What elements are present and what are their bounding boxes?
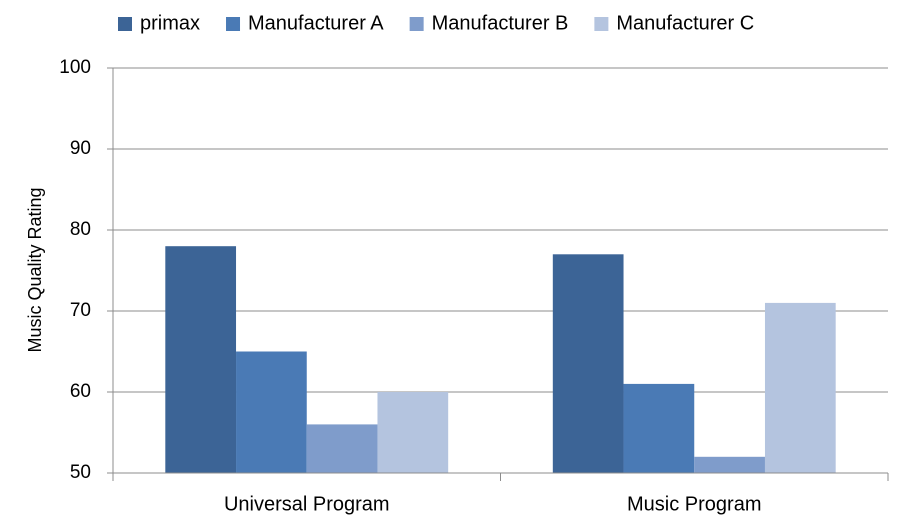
x-tick-label: Universal Program	[224, 493, 390, 515]
bar	[552, 254, 624, 473]
bar	[694, 456, 765, 473]
y-tick-label: 60	[70, 381, 91, 402]
x-tick-label: Music Program	[627, 493, 761, 515]
y-tick-label: 70	[70, 300, 91, 321]
bar	[623, 383, 695, 473]
bar	[165, 246, 237, 473]
bar	[236, 351, 307, 473]
bar	[764, 302, 836, 473]
legend-label: Manufacturer C	[616, 12, 754, 34]
legend-swatch	[226, 17, 241, 31]
bar	[377, 392, 449, 473]
y-tick-label: 100	[59, 57, 91, 78]
y-axis-title: Music Quality Rating	[25, 187, 45, 352]
legend-swatch	[594, 17, 609, 31]
y-tick-label: 50	[70, 462, 91, 483]
y-tick-label: 90	[70, 138, 91, 159]
legend-label: Manufacturer A	[248, 12, 384, 34]
legend-label: Manufacturer B	[432, 12, 569, 34]
legend-swatch	[118, 17, 132, 31]
legend-swatch	[409, 17, 424, 31]
bar	[306, 424, 378, 473]
y-tick-label: 80	[70, 219, 91, 240]
legend-label: primax	[140, 12, 200, 34]
